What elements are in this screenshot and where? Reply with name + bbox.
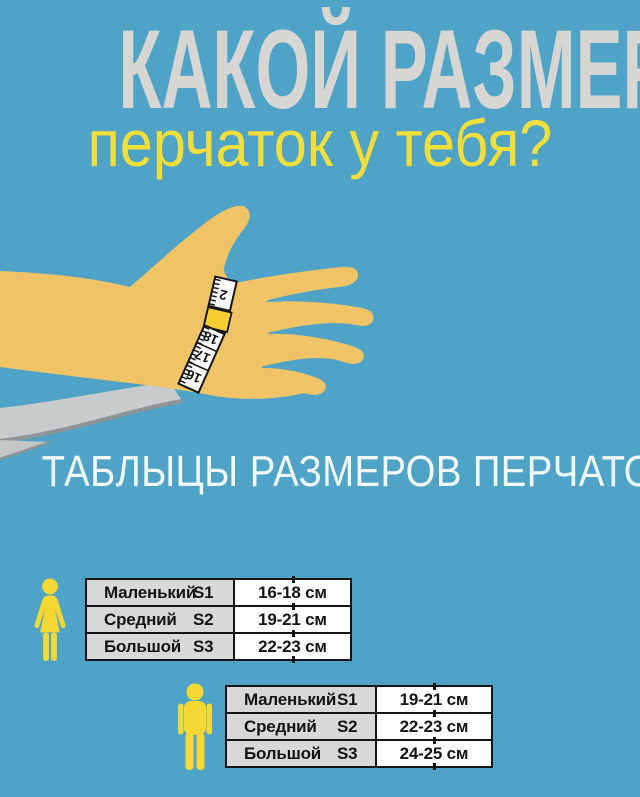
size-code: S2 xyxy=(337,716,358,736)
tape-number: 18 xyxy=(200,328,220,348)
size-range-cell: 22-23 см xyxy=(377,714,491,739)
size-range-cell: 22-23 см xyxy=(235,634,350,659)
table-row: Маленький S1 19-21 см xyxy=(227,687,491,712)
size-range: 19-21 см xyxy=(258,609,327,629)
size-label-cell: Маленький S1 xyxy=(87,580,235,605)
man-icon xyxy=(178,683,212,770)
size-name: Средний xyxy=(104,609,177,629)
tape-tail xyxy=(0,382,183,461)
size-name: Маленький xyxy=(244,689,337,709)
size-range-cell: 19-21 см xyxy=(377,687,491,712)
table-row: Маленький S1 16-18 см xyxy=(87,580,350,605)
size-label-cell: Маленький S1 xyxy=(227,687,377,712)
men-size-table: Маленький S1 19-21 см Средний S2 22-23 с… xyxy=(225,683,493,770)
size-label-cell: Средний S2 xyxy=(87,607,235,632)
tape-number: 16 xyxy=(183,366,203,386)
column-tick xyxy=(292,630,295,637)
size-name: Средний xyxy=(244,716,317,736)
size-label-cell: Средний S2 xyxy=(227,714,377,739)
tape-number: 17 xyxy=(193,346,213,366)
size-range: 22-23 см xyxy=(399,716,469,736)
table-row: Большой S3 24-25 см xyxy=(227,739,491,766)
size-code: S1 xyxy=(193,582,214,602)
column-tick xyxy=(433,737,436,744)
table-row: Большой S3 22-23 см xyxy=(87,632,350,659)
hand-measure-illustration: 2 18 17 16 xyxy=(0,205,374,461)
size-range-cell: 19-21 см xyxy=(235,607,350,632)
size-range: 22-23 см xyxy=(258,636,327,656)
woman-icon xyxy=(34,578,66,662)
size-label-cell: Большой S3 xyxy=(87,634,235,659)
column-tick xyxy=(292,603,295,610)
size-range: 16-18 см xyxy=(258,582,327,602)
table-row: Средний S2 22-23 см xyxy=(227,712,491,739)
poster-title: КАКОЙ РАЗМЕР xyxy=(118,7,640,132)
table-row: Средний S2 19-21 см xyxy=(87,605,350,632)
size-code: S3 xyxy=(193,636,214,656)
tape-number: 2 xyxy=(218,287,229,303)
size-range: 24-25 см xyxy=(399,743,469,763)
women-size-table: Маленький S1 16-18 см Средний S2 19-21 с… xyxy=(85,576,352,663)
column-tick xyxy=(433,710,436,717)
size-name: Большой xyxy=(104,636,182,656)
size-code: S2 xyxy=(193,609,214,629)
size-range-cell: 24-25 см xyxy=(377,741,491,766)
column-tick xyxy=(292,576,295,583)
column-tick xyxy=(433,763,436,770)
size-range-cell: 16-18 см xyxy=(235,580,350,605)
size-label-cell: Большой S3 xyxy=(227,741,377,766)
section-title: ТАБЛЫЦЫ РАЗМЕРОВ ПЕРЧАТОК xyxy=(41,447,640,496)
size-code: S1 xyxy=(337,689,358,709)
size-code: S3 xyxy=(337,743,358,763)
hand xyxy=(0,205,374,399)
size-range: 19-21 см xyxy=(399,689,469,709)
poster-subtitle: перчаток у тебя? xyxy=(87,106,553,180)
size-name: Маленький xyxy=(104,582,197,602)
measuring-tape: 2 18 17 16 xyxy=(177,275,238,394)
column-tick xyxy=(433,683,436,690)
column-tick xyxy=(292,656,295,663)
size-name: Большой xyxy=(244,743,322,763)
